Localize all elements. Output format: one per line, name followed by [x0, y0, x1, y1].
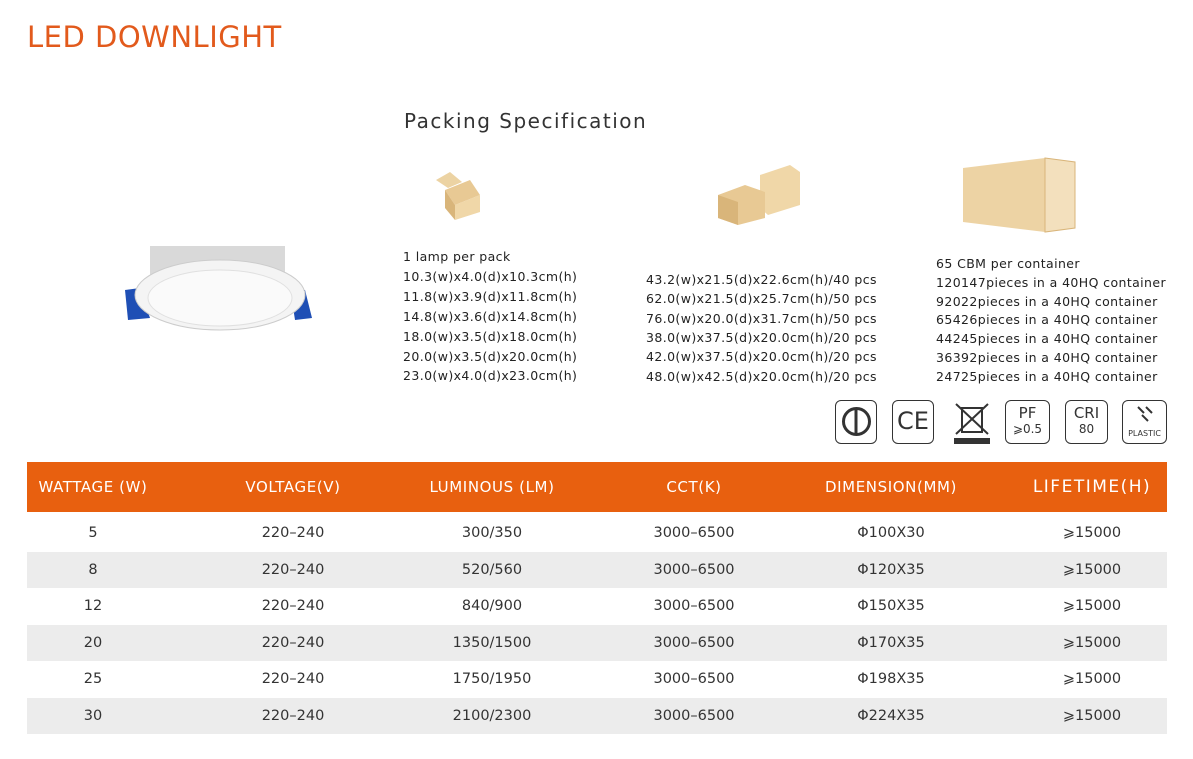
boxes-icon	[718, 165, 800, 225]
pf-value: ⩾0.5	[1012, 422, 1043, 436]
packing-line: 44245pieces in a 40HQ container	[936, 331, 1158, 347]
cri-label: CRI	[1073, 404, 1100, 422]
table-header: WATTAGE (W)	[38, 478, 148, 496]
packing-line: 1 lamp per pack	[403, 249, 511, 264]
kc-badge	[835, 400, 877, 444]
lamp-image	[125, 246, 312, 331]
row-bg	[27, 624, 1167, 661]
table-cell: ⩾15000	[1062, 671, 1122, 687]
packing-line: 23.0(w)x4.0(d)x23.0cm(h)	[403, 368, 578, 384]
packing-line: 20.0(w)x3.5(d)x20.0cm(h)	[403, 348, 578, 364]
packing-line: 43.2(w)x21.5(d)x22.6cm(h)/40 pcs	[646, 272, 877, 287]
table-cell: 300/350	[461, 525, 523, 541]
packing-title: Packing Specification	[404, 109, 648, 133]
table-header: CCT(K)	[666, 478, 722, 496]
table-cell: 220–240	[261, 707, 325, 724]
container-icon	[963, 157, 1076, 233]
packing-line: 18.0(w)x3.5(d)x18.0cm(h)	[403, 328, 578, 344]
table-cell: 3000–6500	[653, 707, 735, 724]
table-cell: Φ120X35	[857, 561, 925, 578]
table-cell: Φ150X35	[857, 598, 925, 614]
table-header: DIMENSION(MM)	[825, 478, 957, 496]
table-header: LIFETIME(H)	[1032, 477, 1152, 497]
table-cell: 5	[88, 525, 98, 541]
table-cell: 3000–6500	[653, 525, 735, 541]
box-icon	[436, 172, 480, 220]
table-cell: ⩾15000	[1062, 598, 1122, 614]
table-cell: ⩾15000	[1062, 561, 1122, 578]
table-cell: ⩾15000	[1062, 525, 1122, 541]
packing-line: 48.0(w)x42.5(d)x20.0cm(h)/20 pcs	[646, 368, 877, 384]
table-cell: 25	[83, 671, 103, 687]
table-cell: 3000–6500	[653, 561, 735, 578]
table-cell: 2100/2300	[452, 707, 532, 724]
cri-value: 80	[1078, 422, 1095, 436]
table-cell: 3000–6500	[653, 634, 735, 651]
packing-line: 10.3(w)x4.0(d)x10.3cm(h)	[403, 268, 578, 284]
packing-line: 38.0(w)x37.5(d)x20.0cm(h)/20 pcs	[646, 329, 877, 345]
table-cell: ⩾15000	[1062, 634, 1122, 651]
table-cell: 1750/1950	[452, 671, 532, 687]
table-cell: 220–240	[261, 561, 325, 578]
packing-line: 65 CBM per container	[936, 256, 1080, 271]
packing-line: 65426pieces in a 40HQ container	[936, 312, 1158, 328]
table-cell: 12	[83, 598, 103, 614]
weee-icon	[954, 403, 990, 444]
illustrations	[125, 157, 1076, 331]
table-cell: 8	[88, 561, 98, 578]
plastic-badge: PLASTIC	[1122, 400, 1167, 444]
packing-line: 24725pieces in a 40HQ container	[936, 368, 1158, 384]
packing-line: 120147pieces in a 40HQ container	[936, 274, 1167, 290]
packing-line: 92022pieces in a 40HQ container	[936, 293, 1158, 309]
packing-line: 11.8(w)x3.9(d)x11.8cm(h)	[403, 288, 578, 304]
plastic-label: PLASTIC	[1128, 429, 1161, 438]
table-cell: 20	[83, 634, 103, 651]
packing-line: 76.0(w)x20.0(d)x31.7cm(h)/50 pcs	[646, 310, 877, 326]
table-header-bg	[27, 462, 1167, 512]
packing-line: 62.0(w)x21.5(d)x25.7cm(h)/50 pcs	[646, 291, 877, 307]
table-header: LUMINOUS (LM)	[429, 478, 555, 496]
table-cell: Φ170X35	[857, 634, 925, 651]
kc-logo	[841, 407, 871, 436]
table-cell: Φ198X35	[857, 671, 925, 687]
table-cell: 30	[83, 707, 103, 724]
table-cell: ⩾15000	[1062, 707, 1122, 724]
packing-line: 42.0(w)x37.5(d)x20.0cm(h)/20 pcs	[646, 349, 877, 365]
table-cell: 1350/1500	[452, 634, 532, 651]
table-cell: 220–240	[261, 525, 325, 541]
packing-line: 36392pieces in a 40HQ container	[936, 350, 1158, 365]
ce-badge: CE	[892, 400, 934, 444]
table-cell: 520/560	[461, 561, 523, 578]
table-cell: Φ224X35	[857, 707, 925, 724]
packing-line: 14.8(w)x3.6(d)x14.8cm(h)	[403, 308, 578, 324]
table-cell: Φ100X30	[857, 525, 925, 541]
table-cell: 3000–6500	[653, 598, 735, 614]
table-cell: 220–240	[261, 671, 325, 687]
page-title: LED DOWNLIGHT	[27, 20, 282, 54]
cri-badge: CRI 80	[1065, 400, 1108, 444]
row-bg	[27, 697, 1167, 734]
plastic-icon	[1136, 406, 1153, 422]
table-cell: 220–240	[261, 598, 325, 614]
table-header: VOLTAGE(V)	[245, 478, 341, 496]
pf-label: PF	[1018, 404, 1037, 422]
table-cell: 3000–6500	[653, 671, 735, 687]
pf-badge: PF ⩾0.5	[1005, 400, 1050, 444]
table-cell: 840/900	[461, 598, 523, 614]
row-bg	[27, 551, 1167, 588]
table-cell: 220–240	[261, 634, 325, 651]
